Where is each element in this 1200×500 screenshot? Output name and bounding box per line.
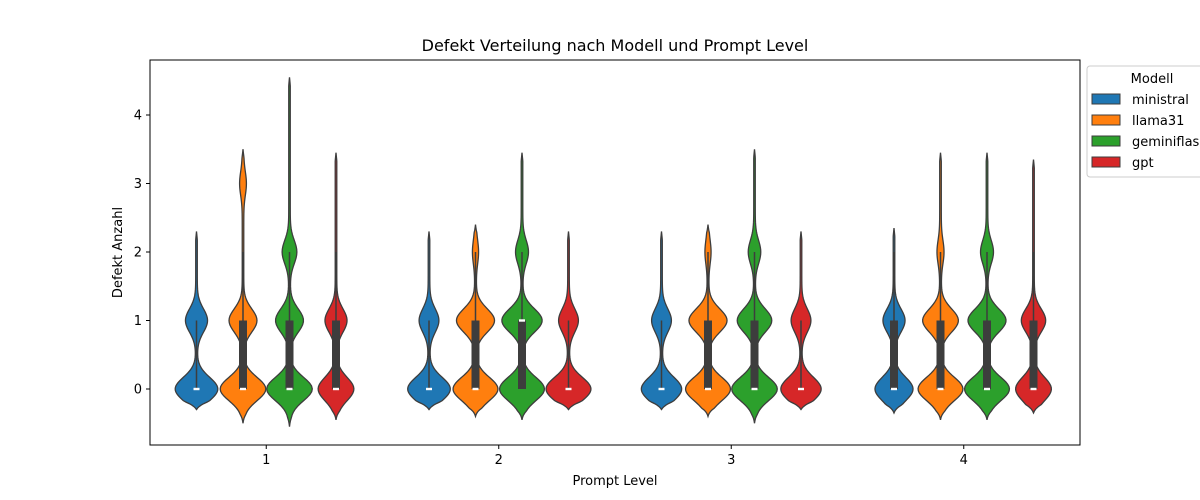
violin-iqr-box bbox=[239, 320, 247, 389]
y-tick-label: 4 bbox=[134, 109, 142, 124]
violin-iqr-box bbox=[1029, 320, 1038, 389]
violin-median bbox=[565, 387, 572, 391]
violin-iqr-box bbox=[704, 320, 712, 389]
legend-swatch bbox=[1091, 93, 1121, 105]
violin-median bbox=[658, 387, 665, 391]
y-tick-label: 0 bbox=[134, 383, 142, 398]
legend-swatch bbox=[1091, 156, 1121, 168]
violin-iqr-box bbox=[983, 320, 991, 389]
legend-title: Modell bbox=[1131, 72, 1174, 87]
violin-median bbox=[705, 387, 711, 391]
y-tick-label: 2 bbox=[134, 246, 142, 261]
legend-label: ministral bbox=[1132, 93, 1189, 108]
violin-median bbox=[240, 387, 246, 391]
legend: Modell ministral llama31 geminiflash gpt bbox=[1086, 65, 1200, 178]
chart-title: Defekt Verteilung nach Modell und Prompt… bbox=[422, 36, 809, 55]
legend-swatch bbox=[1091, 114, 1121, 126]
legend-label: geminiflash bbox=[1132, 135, 1200, 150]
plot-frame bbox=[149, 59, 1081, 446]
violin-iqr-box bbox=[750, 320, 759, 389]
legend-label: gpt bbox=[1132, 156, 1154, 171]
x-tick-label: 4 bbox=[960, 453, 968, 468]
violin-median bbox=[426, 387, 432, 391]
violin-median bbox=[286, 387, 293, 391]
y-axis-ticks: 0 1 2 3 4 bbox=[134, 109, 150, 398]
violin-median bbox=[984, 387, 990, 391]
x-tick-label: 2 bbox=[495, 453, 503, 468]
violin-median bbox=[937, 387, 944, 391]
violin-median bbox=[751, 387, 758, 391]
x-tick-label: 1 bbox=[262, 453, 270, 468]
x-axis-label: Prompt Level bbox=[572, 474, 657, 489]
violin-iqr-box bbox=[332, 320, 340, 389]
violin-median bbox=[1030, 387, 1037, 391]
violin-median bbox=[519, 319, 525, 322]
y-axis-label: Defekt Anzahl bbox=[111, 207, 126, 298]
legend-swatch bbox=[1091, 135, 1121, 147]
violin-iqr-box bbox=[936, 320, 945, 389]
violin-iqr-box bbox=[890, 320, 898, 389]
legend-label: llama31 bbox=[1132, 114, 1184, 129]
violin-iqr-box bbox=[285, 320, 294, 389]
violin-median bbox=[193, 387, 200, 391]
violin-median bbox=[891, 387, 897, 391]
y-tick-label: 3 bbox=[134, 177, 142, 192]
violin-median bbox=[333, 387, 339, 391]
violins-group bbox=[174, 77, 1053, 427]
violin-iqr-box bbox=[518, 320, 526, 389]
violin-iqr-box bbox=[471, 320, 480, 389]
x-axis-ticks: 1 2 3 4 bbox=[262, 445, 968, 468]
y-tick-label: 1 bbox=[134, 314, 142, 329]
violin-median bbox=[472, 387, 479, 391]
violin-median bbox=[798, 387, 804, 391]
legend-items: ministral llama31 geminiflash gpt bbox=[1091, 93, 1200, 171]
x-tick-label: 3 bbox=[727, 453, 735, 468]
